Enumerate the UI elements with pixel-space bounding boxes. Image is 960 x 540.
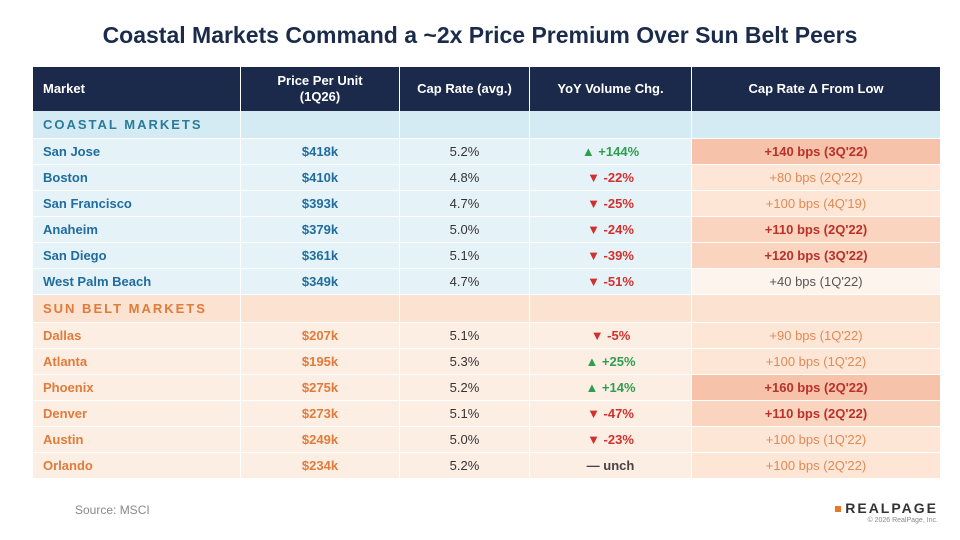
table-cell: +40 bps (1Q'22) [692, 269, 941, 295]
table-cell: +110 bps (2Q'22) [692, 217, 941, 243]
table-cell: San Diego [33, 243, 241, 269]
table-cell: +80 bps (2Q'22) [692, 165, 941, 191]
table-cell: 4.7% [400, 191, 530, 217]
table-cell: ▼ -39% [530, 243, 692, 269]
table-cell: $195k [241, 349, 400, 375]
table-cell: 5.1% [400, 243, 530, 269]
section-cell [241, 295, 400, 323]
section-cell [692, 295, 941, 323]
table-cell: 5.3% [400, 349, 530, 375]
table-cell: ▲ +25% [530, 349, 692, 375]
table-cell: West Palm Beach [33, 269, 241, 295]
table-cell: $361k [241, 243, 400, 269]
table-cell: +140 bps (3Q'22) [692, 139, 941, 165]
copyright: © 2026 RealPage, Inc. [867, 517, 938, 524]
table-cell: $249k [241, 427, 400, 453]
table-cell: ▼ -22% [530, 165, 692, 191]
table-cell: +100 bps (4Q'19) [692, 191, 941, 217]
section-label: SUN BELT MARKETS [33, 295, 241, 323]
section-cell [241, 111, 400, 139]
table-row: West Palm Beach $349k 4.7% ▼ -51% +40 bps (1… [33, 269, 941, 295]
table-cell: ▼ -5% [530, 323, 692, 349]
table-cell: 4.8% [400, 165, 530, 191]
table-cell: 5.0% [400, 217, 530, 243]
table-row: San Diego $361k 5.1% ▼ -39% +120 bps (3Q'22) [33, 243, 941, 269]
table-row: Dallas $207k 5.1% ▼ -5% +90 bps (1Q'22) [33, 323, 941, 349]
column-header: YoY Volume Chg. [530, 67, 692, 111]
column-header: Market [33, 67, 241, 111]
table-cell: 5.2% [400, 453, 530, 479]
table-row: Atlanta $195k 5.3% ▲ +25% +100 bps (1Q'22) [33, 349, 941, 375]
table-cell: Anaheim [33, 217, 241, 243]
table-cell: +90 bps (1Q'22) [692, 323, 941, 349]
table-cell: 5.2% [400, 139, 530, 165]
table-cell: +110 bps (2Q'22) [692, 401, 941, 427]
table-cell: Austin [33, 427, 241, 453]
table-cell: $273k [241, 401, 400, 427]
table-cell: $349k [241, 269, 400, 295]
table-cell: Denver [33, 401, 241, 427]
table-cell: ▼ -51% [530, 269, 692, 295]
table-cell: $275k [241, 375, 400, 401]
table: Market Price Per Unit (1Q26) Cap Rate (avg… [33, 67, 941, 479]
logo: REALPAGE [835, 500, 938, 516]
table-cell: 5.0% [400, 427, 530, 453]
table-cell: ▼ -47% [530, 401, 692, 427]
section-cell [400, 295, 530, 323]
section-row: COASTAL MARKETS [33, 111, 941, 139]
table-row: Anaheim $379k 5.0% ▼ -24% +110 bps (2Q'22) [33, 217, 941, 243]
table-cell: $207k [241, 323, 400, 349]
table-cell: Orlando [33, 453, 241, 479]
table-cell: +100 bps (1Q'22) [692, 427, 941, 453]
section-row: SUN BELT MARKETS [33, 295, 941, 323]
section-cell [692, 111, 941, 139]
table-cell: 5.1% [400, 323, 530, 349]
table-row: San Jose $418k 5.2% ▲ +144% +140 bps (3Q'22) [33, 139, 941, 165]
table-cell: 4.7% [400, 269, 530, 295]
table-cell: ▼ -23% [530, 427, 692, 453]
header-row: Market Price Per Unit (1Q26) Cap Rate (avg… [33, 67, 941, 111]
table-cell: $379k [241, 217, 400, 243]
table-row: San Francisco $393k 4.7% ▼ -25% +100 bps (4Q… [33, 191, 941, 217]
column-header: Price Per Unit (1Q26) [241, 67, 400, 111]
table-cell: San Francisco [33, 191, 241, 217]
table-row: Boston $410k 4.8% ▼ -22% +80 bps (2Q'22) [33, 165, 941, 191]
table-row: Denver $273k 5.1% ▼ -47% +110 bps (2Q'22) [33, 401, 941, 427]
section-cell [530, 111, 692, 139]
column-header: Cap Rate (avg.) [400, 67, 530, 111]
table-cell: Phoenix [33, 375, 241, 401]
table-cell: $393k [241, 191, 400, 217]
table-cell: Dallas [33, 323, 241, 349]
source: Source: MSCI [75, 503, 150, 517]
table-cell: ▼ -24% [530, 217, 692, 243]
table-cell: 5.1% [400, 401, 530, 427]
table-cell: 5.2% [400, 375, 530, 401]
section-label: COASTAL MARKETS [33, 111, 241, 139]
table-cell: $418k [241, 139, 400, 165]
table-cell: ▲ +144% [530, 139, 692, 165]
table-cell: +120 bps (3Q'22) [692, 243, 941, 269]
table-cell: ▼ -25% [530, 191, 692, 217]
table-cell: San Jose [33, 139, 241, 165]
table-cell: +100 bps (1Q'22) [692, 349, 941, 375]
table-cell: $234k [241, 453, 400, 479]
table-cell: Boston [33, 165, 241, 191]
title: Coastal Markets Command a ~2x Price Prem… [102, 22, 858, 48]
table-cell: ▲ +14% [530, 375, 692, 401]
table-cell: +100 bps (2Q'22) [692, 453, 941, 479]
table-cell: — unch [530, 453, 692, 479]
column-header: Cap Rate Δ From Low [692, 67, 941, 111]
table-row: Phoenix $275k 5.2% ▲ +14% +160 bps (2Q'22) [33, 375, 941, 401]
table-row: Austin $249k 5.0% ▼ -23% +100 bps (1Q'22) [33, 427, 941, 453]
table-cell: Atlanta [33, 349, 241, 375]
section-cell [530, 295, 692, 323]
table-row: Orlando $234k 5.2% — unch +100 bps (2Q'22) [33, 453, 941, 479]
table-cell: +160 bps (2Q'22) [692, 375, 941, 401]
table-cell: $410k [241, 165, 400, 191]
section-cell [400, 111, 530, 139]
